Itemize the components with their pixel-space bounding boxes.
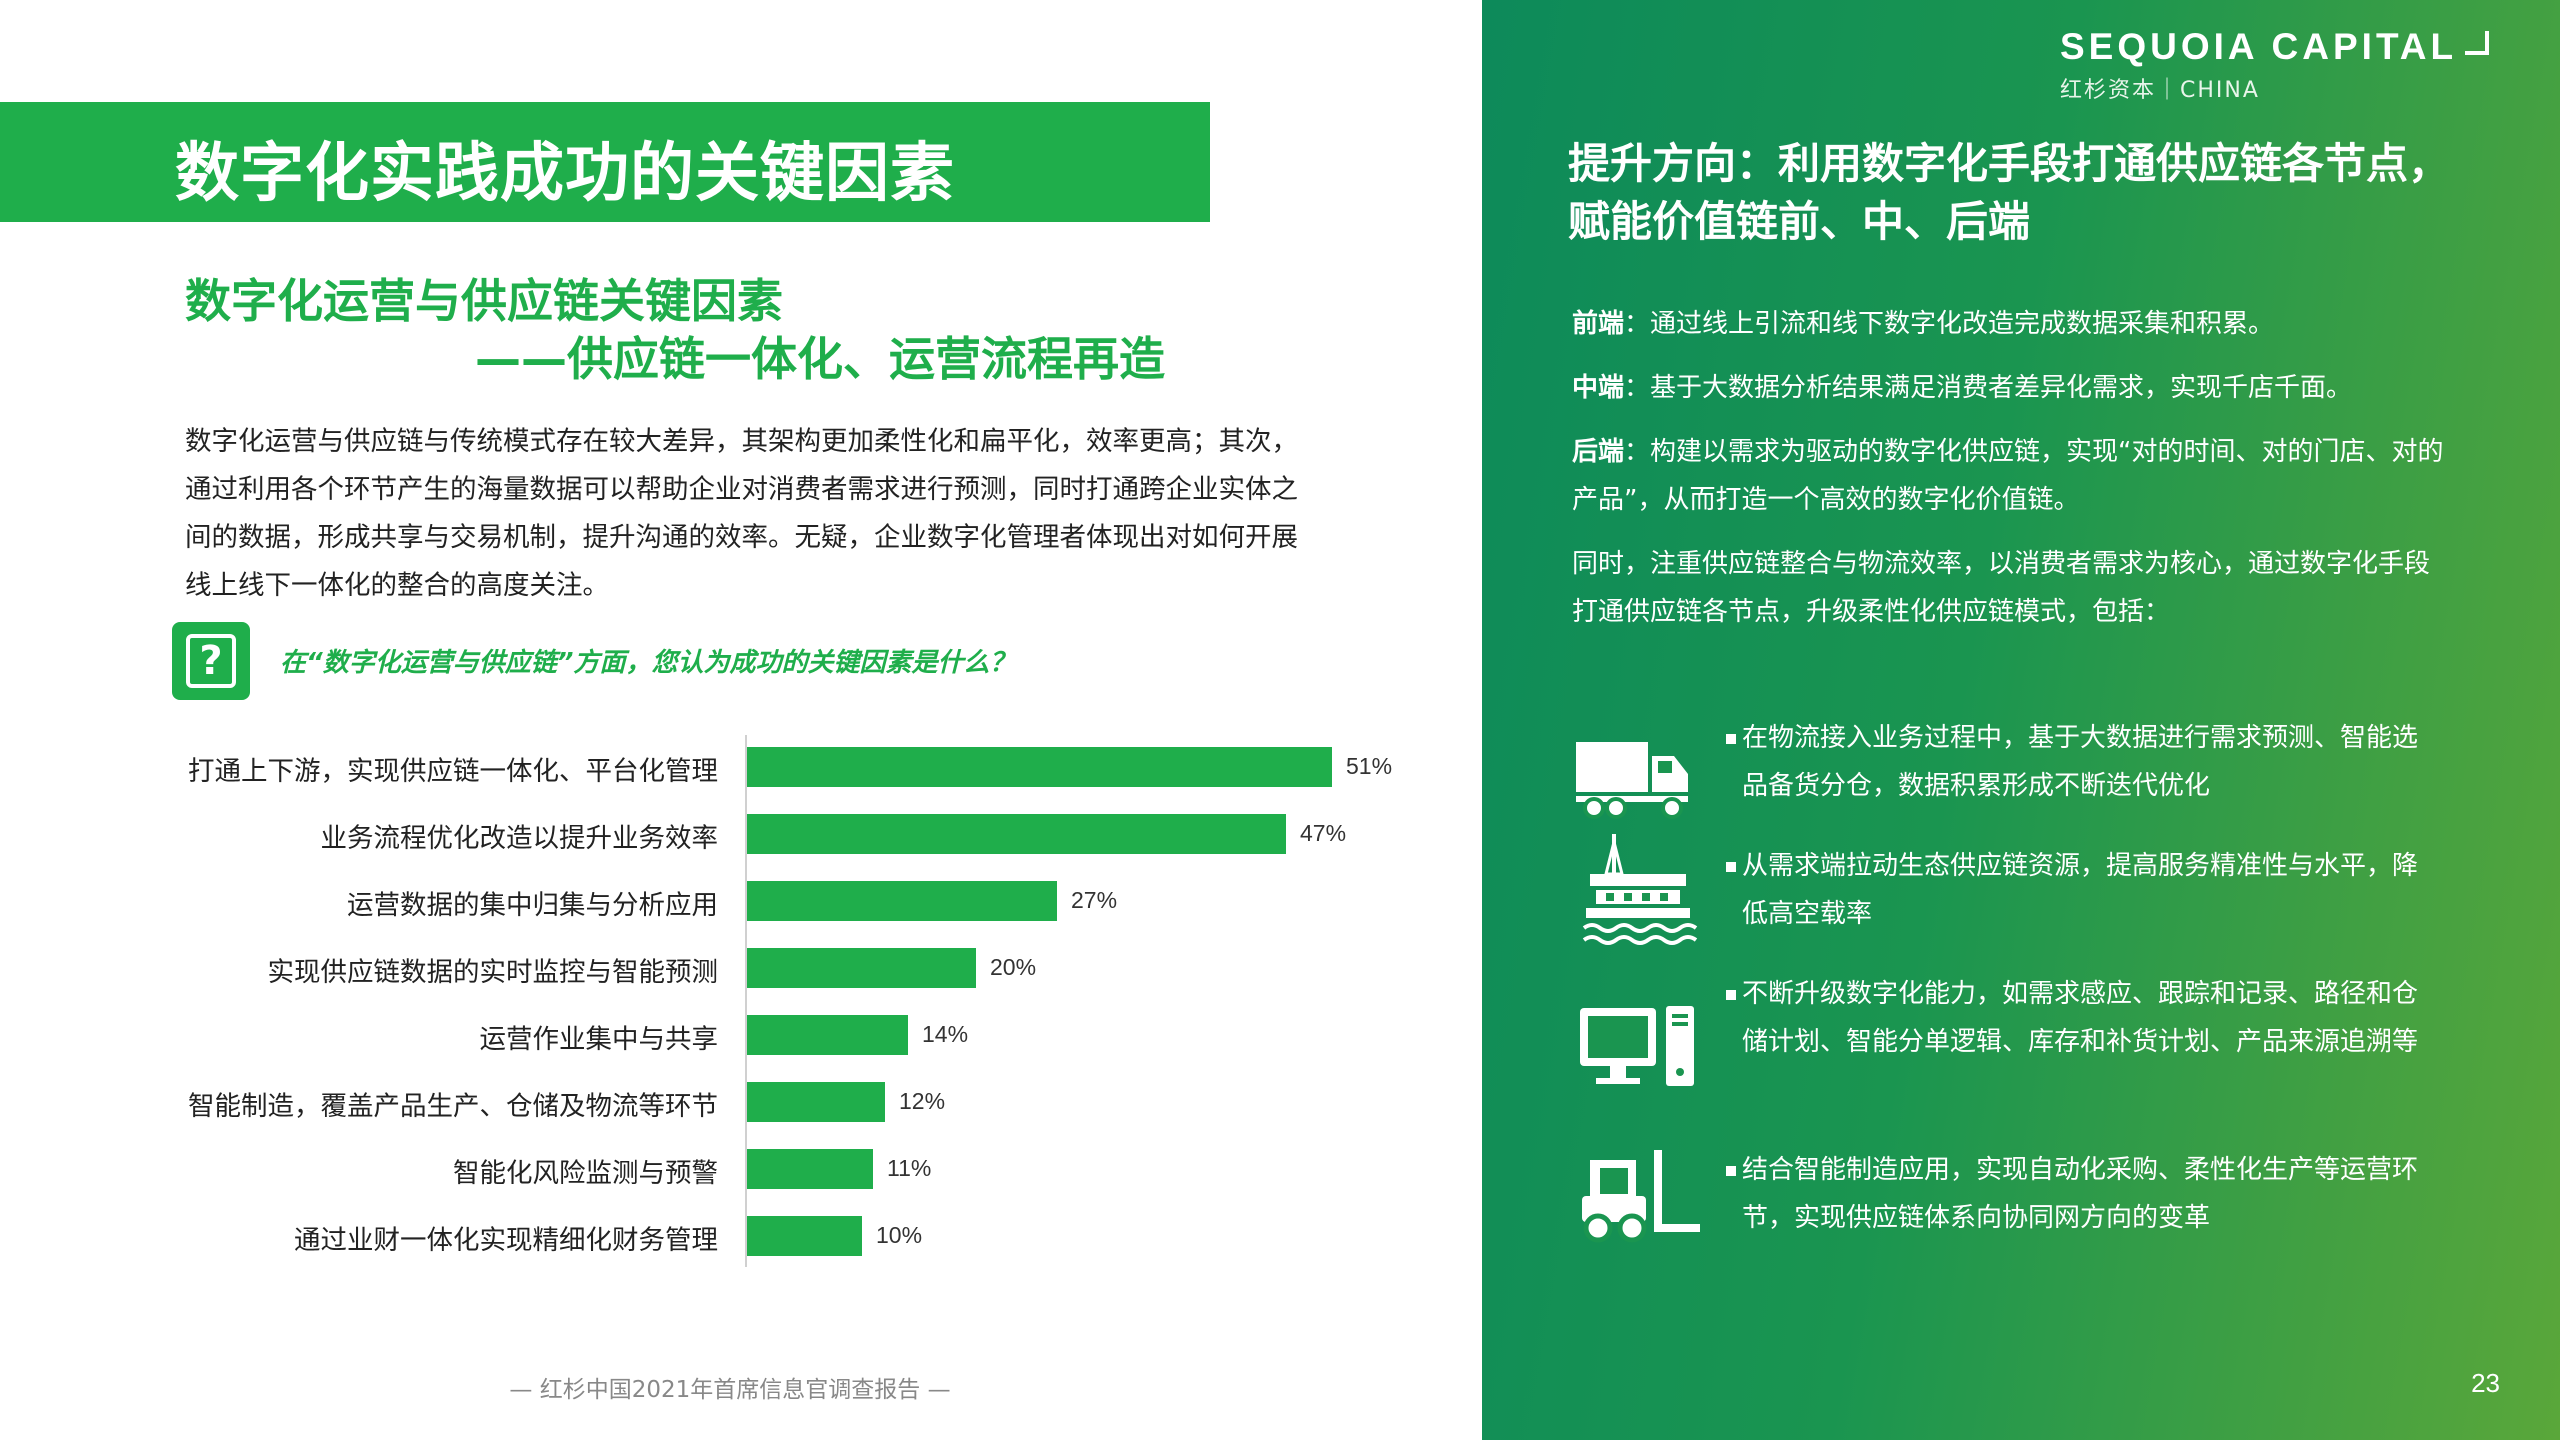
subtitle-line-2: ——供应链一体化、运营流程再造 (475, 332, 1165, 386)
logo-main-text: SEQUOIA CAPITAL (2060, 26, 2500, 68)
bar-value-label: 11% (887, 1155, 932, 1181)
right-heading: 提升方向：利用数字化手段打通供应链各节点，赋能价值链前、中、后端 (1568, 139, 2451, 246)
chart-row: 智能化风险监测与预警 11% (0, 1137, 1460, 1204)
summary-paragraph: 同时，注重供应链整合与物流效率，以消费者需求为核心，通过数字化手段打通供应链各节… (1572, 549, 2431, 627)
bar (747, 814, 1286, 854)
bar-value-label: 14% (922, 1021, 969, 1047)
bar (747, 1149, 873, 1189)
computer-icon (1580, 1006, 1694, 1086)
bar-value-label: 47% (1300, 820, 1347, 846)
bullet-icon (1726, 734, 1736, 744)
para-front-end: 前端：通过线上引流和线下数字化改造完成数据采集和积累。 (1572, 300, 2452, 348)
para-text: ：构建以需求为驱动的数字化供应链，实现“对的时间、对的门店、对的产品”，从而打造… (1572, 437, 2444, 515)
item-text-1: 在物流接入业务过程中，基于大数据进行需求预测、智能选品备货分仓，数据积累形成不断… (1742, 723, 2419, 801)
para-label: 中端 (1572, 373, 1625, 403)
report-footer: — 红杉中国2021年首席信息官调查报告 — (509, 1377, 951, 1403)
chart-row: 打通上下游，实现供应链一体化、平台化管理 51% (0, 735, 1460, 802)
chart-row: 运营作业集中与共享 14% (0, 1003, 1460, 1070)
bar-category-label: 智能制造，覆盖产品生产、仓储及物流等环节 (188, 1091, 718, 1122)
logo-sub-text: 红杉资本｜CHINA (2060, 78, 2260, 103)
bar-category-label: 运营数据的集中归集与分析应用 (347, 890, 718, 921)
bar-value-label: 51% (1346, 753, 1393, 779)
bullet-icon (1726, 990, 1736, 1000)
bar (747, 948, 976, 988)
survey-question: 在“数字化运营与供应链”方面，您认为成功的关键因素是什么？ (280, 648, 1016, 678)
bar-value-label: 12% (899, 1088, 946, 1114)
page-number: 23 (2471, 1368, 2500, 1398)
question-mark-glyph: ? (186, 634, 236, 688)
bar-value-label: 20% (990, 954, 1037, 980)
item-text-4: 结合智能制造应用，实现自动化采购、柔性化生产等运营环节，实现供应链体系向协同网方… (1742, 1155, 2419, 1233)
item-text-2: 从需求端拉动生态供应链资源，提高服务精准性与水平，降低高空载率 (1742, 851, 2419, 929)
bar-category-label: 业务流程优化改造以提升业务效率 (320, 823, 719, 854)
bar (747, 1015, 908, 1055)
bar (747, 1082, 885, 1122)
chart-row: 业务流程优化改造以提升业务效率 47% (0, 802, 1460, 869)
bar-value-label: 10% (876, 1222, 923, 1248)
bar-value-label: 27% (1071, 887, 1118, 913)
bar (747, 1216, 862, 1256)
bar-category-label: 智能化风险监测与预警 (453, 1158, 718, 1189)
bar-category-label: 通过业财一体化实现精细化财务管理 (294, 1225, 718, 1256)
logo-mark-icon (2465, 31, 2490, 56)
bar-category-label: 运营作业集中与共享 (479, 1024, 719, 1055)
intro-paragraph: 数字化运营与供应链与传统模式存在较大差异，其架构更加柔性化和扁平化，效率更高；其… (185, 426, 1298, 601)
title-band: 数字化实践成功的关键因素 (0, 102, 1210, 222)
oil-platform-icon (1582, 834, 1698, 945)
subtitle-line-1: 数字化运营与供应链关键因素 (185, 274, 783, 328)
bar (747, 747, 1332, 787)
para-middle-end: 中端：基于大数据分析结果满足消费者差异化需求，实现千店千面。 (1572, 364, 2452, 412)
para-back-end: 后端：构建以需求为驱动的数字化供应链，实现“对的时间、对的门店、对的产品”，从而… (1572, 428, 2452, 524)
page-title: 数字化实践成功的关键因素 (175, 137, 955, 211)
question-mark-icon: ? (172, 622, 250, 700)
bar-chart: 打通上下游，实现供应链一体化、平台化管理 51% 业务流程优化改造以提升业务效率 47… (0, 735, 1460, 1275)
forklift-icon (1582, 1150, 1700, 1243)
item-text-3: 不断升级数字化能力，如需求感应、跟踪和记录、路径和仓储计划、智能分单逻辑、库存和… (1742, 979, 2419, 1057)
para-label: 后端 (1572, 437, 1625, 467)
para-label: 前端 (1572, 309, 1625, 339)
chart-row: 通过业财一体化实现精细化财务管理 10% (0, 1204, 1460, 1271)
sequoia-logo: SEQUOIA CAPITAL 红杉资本｜CHINA (2060, 26, 2500, 104)
bar-category-label: 实现供应链数据的实时监控与智能预测 (267, 957, 719, 988)
chart-row: 智能制造，覆盖产品生产、仓储及物流等环节 12% (0, 1070, 1460, 1137)
chart-row: 运营数据的集中归集与分析应用 27% (0, 869, 1460, 936)
para-text: ：通过线上引流和线下数字化改造完成数据采集和积累。 (1624, 309, 2275, 339)
chart-row: 实现供应链数据的实时监控与智能预测 20% (0, 936, 1460, 1003)
bar (747, 881, 1057, 921)
chart-axis-line (745, 735, 747, 1267)
bullet-icon (1726, 1166, 1736, 1176)
bullet-icon (1726, 862, 1736, 872)
section-subtitle: 数字化运营与供应链关键因素 ——供应链一体化、运营流程再造 (185, 272, 1225, 388)
bar-category-label: 打通上下游，实现供应链一体化、平台化管理 (188, 756, 718, 787)
right-panel: SEQUOIA CAPITAL 红杉资本｜CHINA 提升方向：利用数字化手段打… (1482, 0, 2560, 1440)
truck-icon (1576, 742, 1688, 819)
para-text: ：基于大数据分析结果满足消费者差异化需求，实现千店千面。 (1624, 373, 2353, 403)
